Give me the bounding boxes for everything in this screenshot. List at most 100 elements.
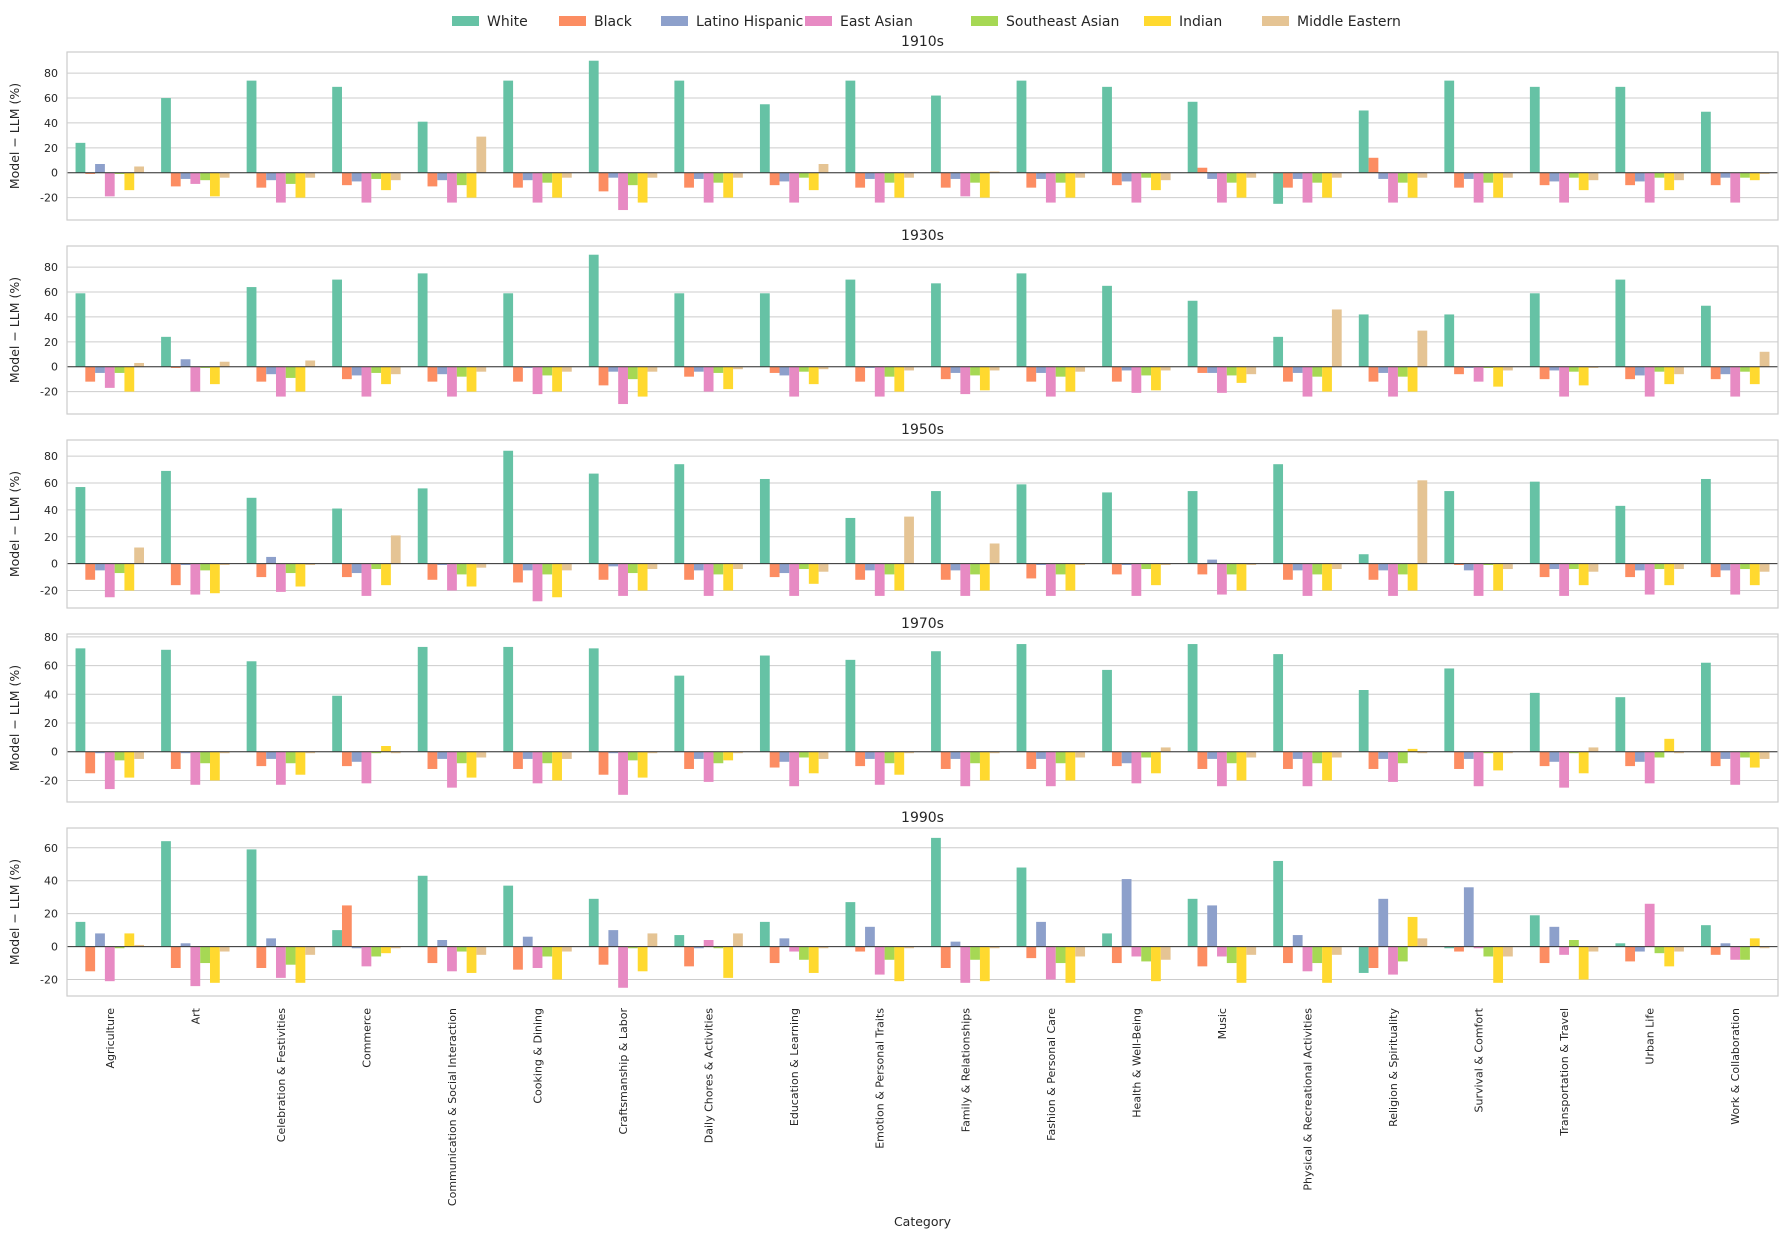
bar-craftsmanship-labor-southeast-asian <box>627 366 638 380</box>
bar-fashion-personal-care-black <box>1026 366 1037 382</box>
bar-transportation-travel-latino-hispanic <box>1549 926 1560 947</box>
legend-swatch-0 <box>452 16 479 26</box>
bar-art-white <box>161 841 171 947</box>
bar-craftsmanship-labor-white <box>588 254 599 367</box>
bar-celebration-festivities-black <box>256 366 267 382</box>
bar-art-indian <box>209 563 220 594</box>
bar-commerce-east-asian <box>361 563 372 596</box>
bar-transportation-travel-black <box>1539 366 1550 380</box>
bar-craftsmanship-labor-white <box>588 60 599 173</box>
bar-survival-comfort-white <box>1444 946 1455 949</box>
bar-art-indian <box>209 172 220 197</box>
bar-religion-spirituality-white <box>1358 690 1369 752</box>
bar-work-collaboration-middle-eastern <box>1759 351 1770 367</box>
legend-swatch-5 <box>1144 16 1171 26</box>
bar-transportation-travel-black <box>1539 172 1550 186</box>
bar-commerce-east-asian <box>361 946 372 967</box>
bar-religion-spirituality-southeast-asian <box>1397 172 1408 183</box>
bar-agriculture-east-asian <box>104 751 115 790</box>
bar-survival-comfort-middle-eastern <box>1503 751 1513 754</box>
bar-cooking-dining-middle-eastern <box>561 172 572 178</box>
bar-commerce-black <box>341 366 352 380</box>
bar-education-learning-latino-hispanic <box>779 366 790 376</box>
bar-daily-chores-activities-white <box>674 675 685 752</box>
bar-survival-comfort-middle-eastern <box>1503 563 1513 570</box>
bar-survival-comfort-indian <box>1493 751 1504 771</box>
bar-religion-spirituality-middle-eastern <box>1417 172 1428 178</box>
bar-art-white <box>161 98 171 173</box>
bar-emotion-personal-traits-white <box>845 659 856 752</box>
bar-cooking-dining-white <box>503 80 514 173</box>
bar-cooking-dining-indian <box>552 751 562 781</box>
y-tick-label: 40 <box>44 117 58 130</box>
bar-education-learning-latino-hispanic <box>779 751 790 762</box>
bar-survival-comfort-southeast-asian <box>1483 946 1494 957</box>
bar-commerce-latino-hispanic <box>351 751 362 762</box>
bar-religion-spirituality-east-asian <box>1388 366 1398 397</box>
bar-commerce-southeast-asian <box>371 366 382 373</box>
bar-celebration-festivities-black <box>256 751 267 767</box>
bar-fashion-personal-care-southeast-asian <box>1055 946 1066 964</box>
bar-survival-comfort-east-asian <box>1473 751 1484 787</box>
bar-art-middle-eastern <box>219 946 230 952</box>
bar-health-well-being-black <box>1111 172 1122 186</box>
bar-urban-life-white <box>1615 505 1626 564</box>
bar-agriculture-indian <box>124 172 135 191</box>
bar-agriculture-latino-hispanic <box>95 164 105 173</box>
bar-art-middle-eastern <box>219 361 230 367</box>
bar-music-southeast-asian <box>1226 946 1237 964</box>
bar-communication-social-interaction-indian <box>466 172 477 198</box>
bar-urban-life-east-asian <box>1644 172 1655 203</box>
bar-urban-life-indian <box>1664 563 1675 586</box>
bar-communication-social-interaction-white <box>417 488 428 564</box>
bar-music-indian <box>1236 563 1247 591</box>
y-tick-label: 20 <box>44 717 58 730</box>
bar-music-white <box>1187 101 1198 173</box>
bar-transportation-travel-southeast-asian <box>1569 940 1579 947</box>
bar-agriculture-middle-eastern <box>134 547 144 564</box>
bar-urban-life-middle-eastern <box>1674 563 1684 570</box>
bar-daily-chores-activities-latino-hispanic <box>693 366 704 372</box>
bar-emotion-personal-traits-southeast-asian <box>884 751 895 764</box>
bar-art-southeast-asian <box>200 751 210 764</box>
bar-religion-spirituality-middle-eastern <box>1417 938 1428 947</box>
bar-communication-social-interaction-white <box>417 121 428 173</box>
y-tick-label: -20 <box>40 974 58 987</box>
y-tick-label: 20 <box>44 531 58 544</box>
bar-fashion-personal-care-white <box>1016 644 1027 752</box>
bar-work-collaboration-indian <box>1749 938 1760 947</box>
panel-title: 1910s <box>901 34 944 50</box>
bar-urban-life-east-asian <box>1644 903 1655 947</box>
bar-religion-spirituality-middle-eastern <box>1417 751 1428 754</box>
bar-emotion-personal-traits-indian <box>894 563 905 591</box>
bar-communication-social-interaction-southeast-asian <box>456 946 467 952</box>
bar-agriculture-white <box>75 142 86 173</box>
bar-daily-chores-activities-black <box>684 751 694 769</box>
bar-agriculture-latino-hispanic <box>95 751 105 754</box>
bar-health-well-being-white <box>1102 669 1112 752</box>
bar-cooking-dining-white <box>503 293 514 367</box>
bar-education-learning-black <box>769 172 780 186</box>
bar-daily-chores-activities-middle-eastern <box>733 172 743 178</box>
bar-agriculture-east-asian <box>104 563 115 598</box>
bar-fashion-personal-care-southeast-asian <box>1055 563 1066 575</box>
bar-religion-spirituality-white <box>1358 314 1369 367</box>
bar-emotion-personal-traits-east-asian <box>874 751 885 785</box>
bar-family-relationships-middle-eastern <box>989 946 1000 949</box>
bar-communication-social-interaction-latino-hispanic <box>437 563 448 565</box>
bar-religion-spirituality-black <box>1368 366 1379 382</box>
bar-emotion-personal-traits-indian <box>894 946 905 982</box>
bar-commerce-latino-hispanic <box>351 563 362 574</box>
bar-education-learning-black <box>769 366 780 373</box>
bar-urban-life-southeast-asian <box>1654 172 1665 178</box>
bar-craftsmanship-labor-east-asian <box>618 751 628 795</box>
bar-family-relationships-black <box>940 751 951 769</box>
bar-daily-chores-activities-middle-eastern <box>733 366 743 370</box>
bar-commerce-east-asian <box>361 366 372 397</box>
bar-daily-chores-activities-southeast-asian <box>713 946 724 949</box>
bar-music-middle-eastern <box>1246 751 1257 758</box>
y-tick-label: 0 <box>51 941 58 954</box>
panel-title: 1970s <box>901 616 944 632</box>
bar-work-collaboration-white <box>1701 662 1711 752</box>
bar-agriculture-indian <box>124 933 135 947</box>
